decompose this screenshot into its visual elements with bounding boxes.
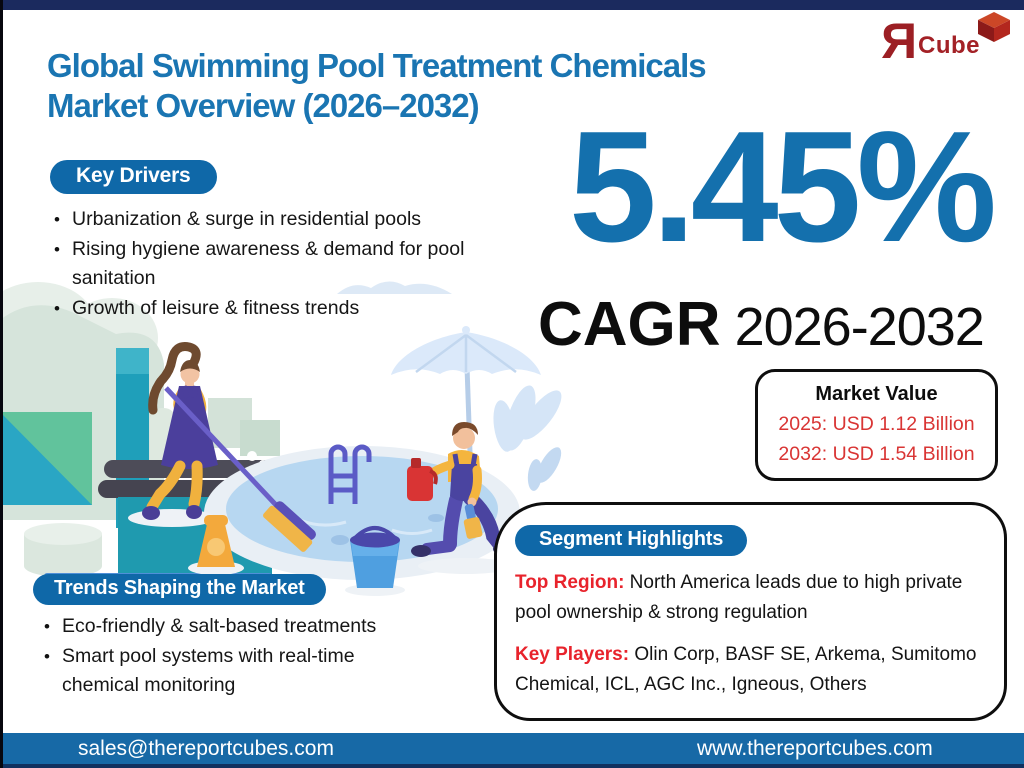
top-navy-bar	[0, 0, 1024, 10]
segment-key-players: Key Players: Olin Corp, BASF SE, Arkema,…	[515, 640, 990, 700]
list-item: Growth of leisure & fitness trends	[50, 294, 495, 324]
market-value-box: Market Value 2025: USD 1.12 Billion 2032…	[755, 369, 998, 481]
wet-floor-sign-icon	[188, 515, 244, 575]
cagr-value: 5.45%	[568, 99, 997, 275]
list-item: Urbanization & surge in residential pool…	[50, 205, 495, 235]
page-title-line2: Market Overview (2026–2032)	[47, 86, 480, 124]
segment-highlights-box: Segment Highlights Top Region: North Ame…	[494, 502, 1007, 721]
plant-leaves	[493, 385, 562, 491]
pool-ladder-icon	[328, 444, 372, 504]
segment-top-region: Top Region: North America leads due to h…	[515, 568, 990, 628]
cagr-period: 2026-2032	[734, 297, 985, 357]
key-players-text: Olin Corp, BASF SE, Arkema, Sumitomo Che…	[515, 644, 977, 695]
report-cubes-logo: Я Cube	[881, 12, 1010, 69]
pool-technician-man	[407, 422, 514, 574]
cagr-label: CAGR	[538, 290, 721, 359]
cylinder-shape	[24, 523, 102, 577]
diagonal-square-shape	[0, 412, 92, 505]
market-value-title: Market Value	[815, 383, 938, 405]
top-region-label: Top Region:	[515, 572, 625, 593]
pool-cleaning-illustration	[0, 281, 562, 596]
bucket-icon	[345, 526, 405, 596]
list-item: Smart pool systems with real-time chemic…	[40, 642, 400, 701]
trends-badge: Trends Shaping the Market	[33, 574, 326, 605]
list-item: Eco-friendly & salt-based treatments	[40, 612, 400, 642]
market-value-2032: 2032: USD 1.54 Billion	[778, 443, 975, 465]
list-item: Rising hygiene awareness & demand for po…	[50, 235, 495, 294]
top-region-text: North America leads due to high private …	[515, 572, 963, 623]
mop-handle	[164, 386, 294, 524]
key-drivers-list: Urbanization & surge in residential pool…	[50, 205, 495, 323]
segment-highlights-badge: Segment Highlights	[515, 525, 748, 556]
mop-brush	[263, 501, 316, 552]
pool-cleaner-woman	[128, 342, 316, 552]
footer-email-link[interactable]: sales@thereportcubes.com	[78, 737, 334, 760]
footer-bar: sales@thereportcubes.com www.thereportcu…	[0, 733, 1024, 768]
hand-brush-icon	[463, 504, 483, 539]
page-title: Global Swimming Pool Treatment Chemicals…	[47, 46, 707, 125]
trends-list: Eco-friendly & salt-based treatments Sma…	[40, 612, 400, 701]
logo-name: Cube	[918, 32, 980, 59]
key-drivers-badge: Key Drivers	[50, 160, 217, 194]
page-title-line1: Global Swimming Pool Treatment Chemicals	[47, 47, 707, 84]
cube-icon	[978, 12, 1010, 42]
cagr-caption: CAGR 2026-2032	[538, 289, 985, 360]
logo-letter: Я	[881, 13, 917, 69]
market-value-2025: 2025: USD 1.12 Billion	[778, 413, 975, 435]
key-players-label: Key Players:	[515, 644, 630, 665]
footer-website-link[interactable]: www.thereportcubes.com	[697, 737, 933, 760]
left-edge-line	[0, 0, 3, 768]
chemical-jug-icon	[407, 458, 438, 501]
